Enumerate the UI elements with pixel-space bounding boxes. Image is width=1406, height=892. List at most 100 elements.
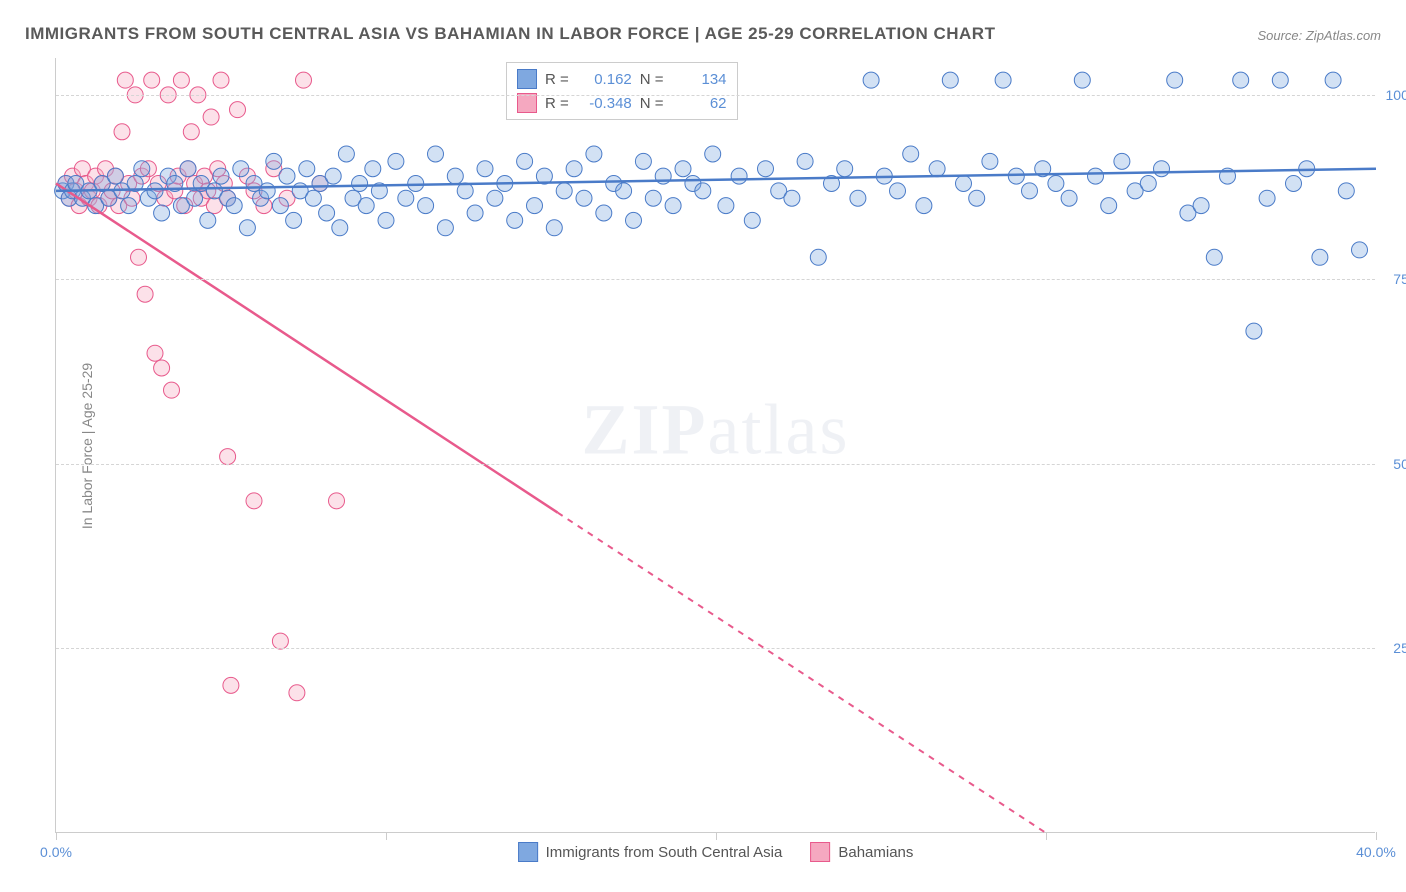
x-tick-label: 40.0% — [1356, 844, 1396, 860]
data-point — [731, 168, 747, 184]
data-point — [1352, 242, 1368, 258]
data-point — [969, 190, 985, 206]
data-point — [863, 72, 879, 88]
data-point — [527, 198, 543, 214]
legend-item-1: Bahamians — [810, 842, 913, 862]
data-point — [837, 161, 853, 177]
data-point — [556, 183, 572, 199]
data-point — [1048, 175, 1064, 191]
data-point — [187, 190, 203, 206]
data-point — [956, 175, 972, 191]
data-point — [305, 190, 321, 206]
data-point — [1114, 153, 1130, 169]
data-point — [1101, 198, 1117, 214]
correlation-legend: R = 0.162 N = 134 R = -0.348 N = 62 — [506, 62, 738, 120]
data-point — [213, 72, 229, 88]
data-point — [586, 146, 602, 162]
data-point — [213, 168, 229, 184]
data-point — [744, 212, 760, 228]
data-point — [418, 198, 434, 214]
data-point — [929, 161, 945, 177]
data-point — [332, 220, 348, 236]
y-tick-label: 75.0% — [1393, 271, 1406, 287]
data-point — [329, 493, 345, 509]
data-point — [1167, 72, 1183, 88]
data-point — [325, 168, 341, 184]
x-tick — [1046, 832, 1047, 840]
data-point — [428, 146, 444, 162]
data-point — [1022, 183, 1038, 199]
data-point — [154, 205, 170, 221]
data-point — [365, 161, 381, 177]
data-point — [942, 72, 958, 88]
data-point — [1272, 72, 1288, 88]
data-point — [272, 633, 288, 649]
data-point — [1312, 249, 1328, 265]
data-point — [665, 198, 681, 214]
data-point — [147, 345, 163, 361]
data-layer — [56, 58, 1375, 832]
data-point — [1286, 175, 1302, 191]
data-point — [507, 212, 523, 228]
data-point — [259, 183, 275, 199]
data-point — [995, 72, 1011, 88]
source-label: Source: ZipAtlas.com — [1257, 28, 1381, 43]
r-value-1: -0.348 — [577, 95, 632, 112]
data-point — [626, 212, 642, 228]
data-point — [437, 220, 453, 236]
data-point — [890, 183, 906, 199]
plot-area: ZIPatlas R = 0.162 N = 134 R = -0.348 N … — [55, 58, 1375, 833]
data-point — [338, 146, 354, 162]
data-point — [477, 161, 493, 177]
x-tick — [56, 832, 57, 840]
trend-line-dashed — [558, 513, 1046, 833]
data-point — [279, 168, 295, 184]
data-point — [131, 249, 147, 265]
data-point — [1154, 161, 1170, 177]
data-point — [144, 72, 160, 88]
data-point — [319, 205, 335, 221]
data-point — [226, 198, 242, 214]
data-point — [1088, 168, 1104, 184]
chart-title: IMMIGRANTS FROM SOUTH CENTRAL ASIA VS BA… — [25, 24, 995, 44]
data-point — [223, 677, 239, 693]
data-point — [916, 198, 932, 214]
data-point — [272, 198, 288, 214]
gridline — [56, 95, 1375, 96]
legend-row-series-0: R = 0.162 N = 134 — [517, 67, 727, 91]
legend-item-0: Immigrants from South Central Asia — [518, 842, 783, 862]
data-point — [183, 124, 199, 140]
data-point — [114, 124, 130, 140]
data-point — [566, 161, 582, 177]
data-point — [784, 190, 800, 206]
data-point — [1074, 72, 1090, 88]
data-point — [230, 102, 246, 118]
x-tick — [716, 832, 717, 840]
data-point — [266, 153, 282, 169]
data-point — [137, 286, 153, 302]
data-point — [173, 72, 189, 88]
data-point — [596, 205, 612, 221]
data-point — [1259, 190, 1275, 206]
data-point — [220, 449, 236, 465]
swatch-icon — [518, 842, 538, 862]
x-tick-label: 0.0% — [40, 844, 72, 860]
data-point — [200, 212, 216, 228]
series-legend: Immigrants from South Central Asia Baham… — [518, 842, 914, 862]
data-point — [635, 153, 651, 169]
r-value-0: 0.162 — [577, 71, 632, 88]
data-point — [164, 382, 180, 398]
data-point — [576, 190, 592, 206]
data-point — [203, 109, 219, 125]
data-point — [1061, 190, 1077, 206]
chart-container: IMMIGRANTS FROM SOUTH CENTRAL ASIA VS BA… — [0, 0, 1406, 892]
data-point — [246, 493, 262, 509]
gridline — [56, 464, 1375, 465]
legend-label-1: Bahamians — [838, 844, 913, 861]
data-point — [546, 220, 562, 236]
data-point — [1140, 175, 1156, 191]
data-point — [1008, 168, 1024, 184]
swatch-series-0 — [517, 69, 537, 89]
y-tick-label: 100.0% — [1386, 87, 1406, 103]
data-point — [147, 183, 163, 199]
